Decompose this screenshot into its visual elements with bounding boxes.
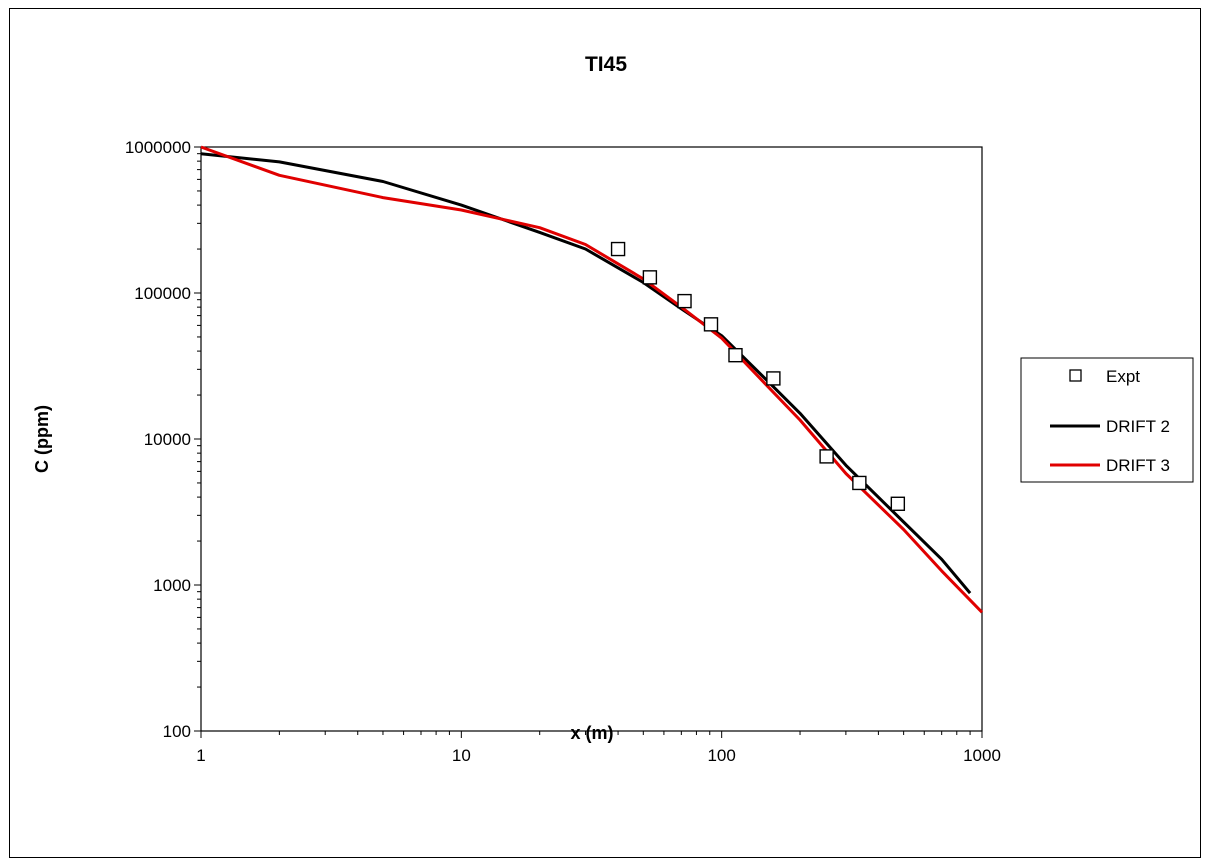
x-tick-label: 1000 bbox=[963, 746, 1001, 765]
y-tick-label: 100 bbox=[163, 722, 191, 741]
data-point-expt bbox=[642, 270, 658, 285]
data-point-expt bbox=[852, 475, 867, 491]
data-point-expt bbox=[766, 371, 781, 386]
x-axis-tick-labels: 1 10 100 1000 bbox=[196, 746, 1001, 765]
legend-expt-marker bbox=[1069, 369, 1082, 382]
legend-expt-label: Expt bbox=[1106, 367, 1140, 386]
data-point-expt bbox=[610, 241, 626, 257]
data-point-expt bbox=[890, 496, 906, 511]
x-tick-label: 10 bbox=[452, 746, 471, 765]
data-point-expt bbox=[819, 449, 834, 464]
chart-svg: TI45 1 10 100 1000 100 1000 10000 100000 100000… bbox=[32, 53, 1194, 765]
y-tick-label: 100000 bbox=[134, 284, 191, 303]
chart-title: TI45 bbox=[585, 53, 627, 76]
x-axis-label: x (m) bbox=[570, 723, 613, 743]
x-tick-label: 1 bbox=[196, 746, 205, 765]
x-axis-ticks bbox=[200, 731, 983, 738]
y-tick-label: 1000000 bbox=[125, 138, 191, 157]
y-tick-label: 1000 bbox=[153, 576, 191, 595]
data-point-expt bbox=[677, 293, 692, 309]
series-layer bbox=[200, 145, 984, 614]
y-tick-label: 10000 bbox=[144, 430, 191, 449]
y-axis-tick-labels: 100 1000 10000 100000 1000000 bbox=[125, 138, 191, 741]
y-axis-label: C (ppm) bbox=[32, 405, 52, 473]
data-point-expt bbox=[728, 347, 743, 363]
y-axis-ticks bbox=[194, 146, 201, 732]
legend: Expt DRIFT 2 DRIFT 3 bbox=[1020, 357, 1194, 483]
data-point-expt bbox=[703, 317, 719, 332]
legend-drift2-label: DRIFT 2 bbox=[1106, 417, 1170, 436]
legend-drift3-label: DRIFT 3 bbox=[1106, 456, 1170, 475]
legend-box bbox=[1020, 357, 1194, 483]
plot-area bbox=[200, 146, 983, 732]
chart-frame: TI45 1 10 100 1000 100 1000 10000 100000 100000… bbox=[9, 8, 1201, 858]
x-tick-label: 100 bbox=[707, 746, 735, 765]
